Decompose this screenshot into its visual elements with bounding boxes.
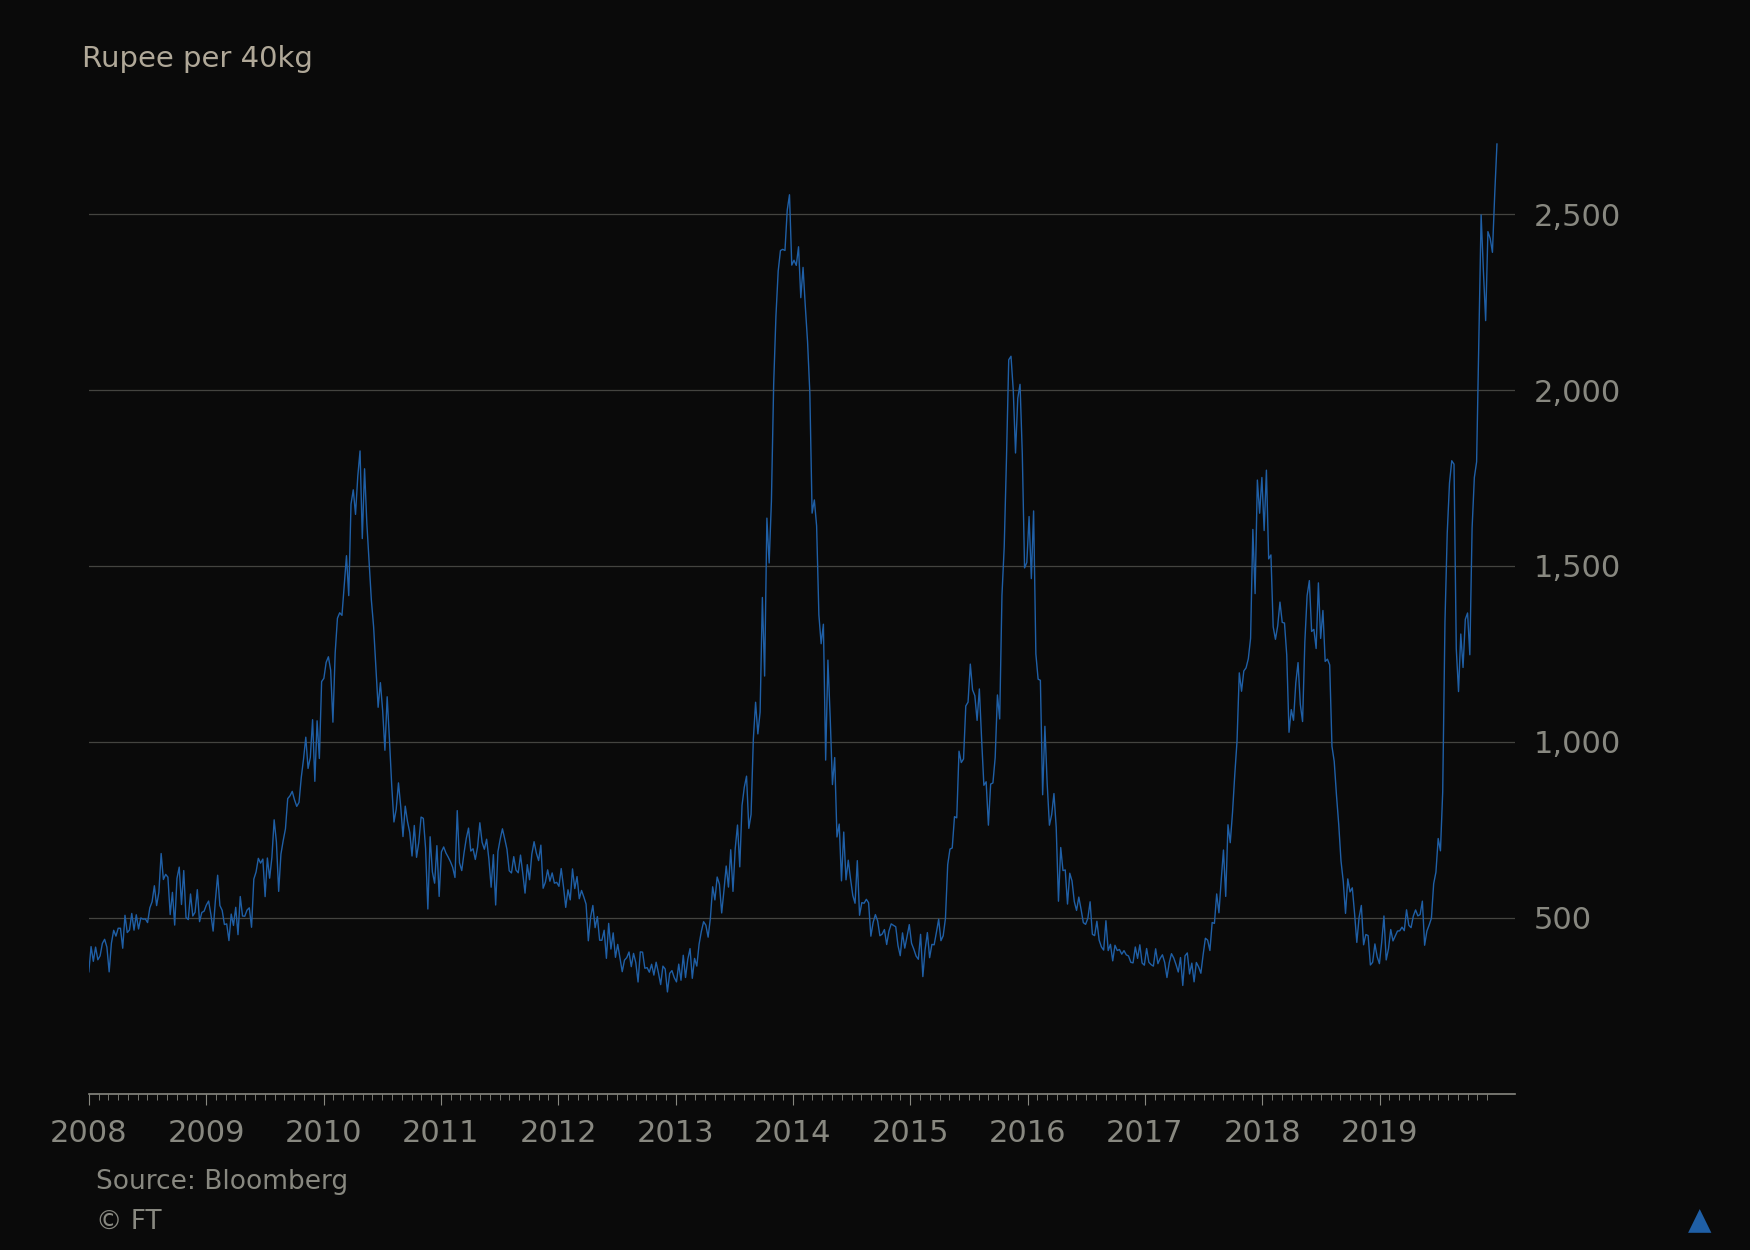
- Text: ▲: ▲: [1689, 1206, 1712, 1235]
- Text: © FT: © FT: [96, 1209, 163, 1235]
- Text: Rupee per 40kg: Rupee per 40kg: [82, 45, 313, 72]
- Text: Source: Bloomberg: Source: Bloomberg: [96, 1169, 348, 1195]
